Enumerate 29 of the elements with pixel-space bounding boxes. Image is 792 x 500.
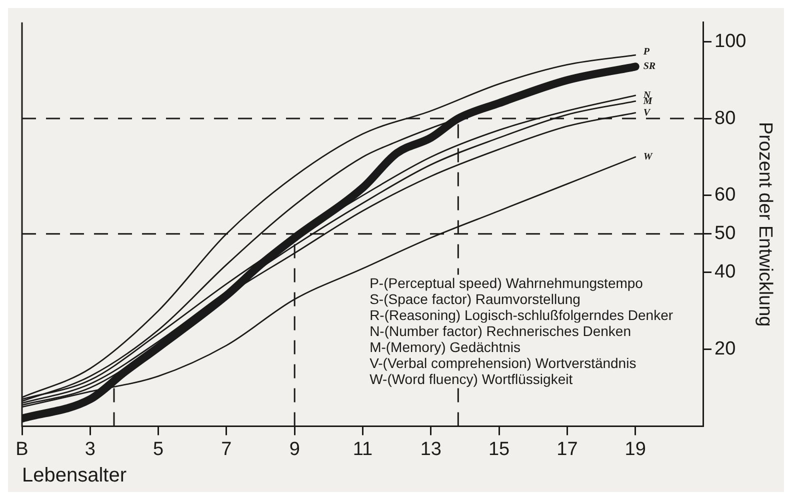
x-tick-label: 13 xyxy=(420,438,442,460)
x-tick-label: B xyxy=(16,438,28,460)
x-tick-label: 11 xyxy=(352,438,373,460)
x-tick-label: 5 xyxy=(153,438,164,460)
x-tick-label: 15 xyxy=(488,438,510,460)
y-tick-label: 20 xyxy=(714,338,736,360)
x-tick-label: 19 xyxy=(624,438,646,460)
annotation: S-(Space factor) Raumvorstellung xyxy=(370,290,580,307)
y-tick-label: 100 xyxy=(714,30,746,52)
x-tick-label: 17 xyxy=(556,438,578,460)
series-label: W xyxy=(643,152,654,163)
x-axis-title: Lebensalter xyxy=(22,464,127,487)
annotation: R-(Reasoning) Logisch-schlußfolgerndes Denker xyxy=(370,306,674,323)
x-tick-label: 9 xyxy=(289,438,300,460)
annotation: P-(Perceptual speed) Wahrnehmungstempo xyxy=(370,274,644,291)
annotation: V-(Verbal comprehension) Wortverständnis xyxy=(370,354,636,371)
annotation: M-(Memory) Gedächtnis xyxy=(370,338,520,355)
y-tick-label: 40 xyxy=(714,262,736,283)
series-label: P xyxy=(643,46,650,58)
y-axis-title: Prozent der Entwicklung xyxy=(754,122,776,327)
x-tick-label: 3 xyxy=(84,438,96,460)
y-tick-label: 60 xyxy=(714,184,736,206)
annotation: N-(Number factor) Rechnerisches Denken xyxy=(370,322,631,339)
series-label: V xyxy=(643,107,652,118)
series-label: SR xyxy=(643,61,656,72)
annotation: W-(Word fluency) Wortflüssigkeit xyxy=(370,370,573,387)
y-tick-label: 80 xyxy=(714,108,736,129)
x-tick-label: 7 xyxy=(221,438,232,460)
y-tick-label: 50 xyxy=(714,223,736,244)
